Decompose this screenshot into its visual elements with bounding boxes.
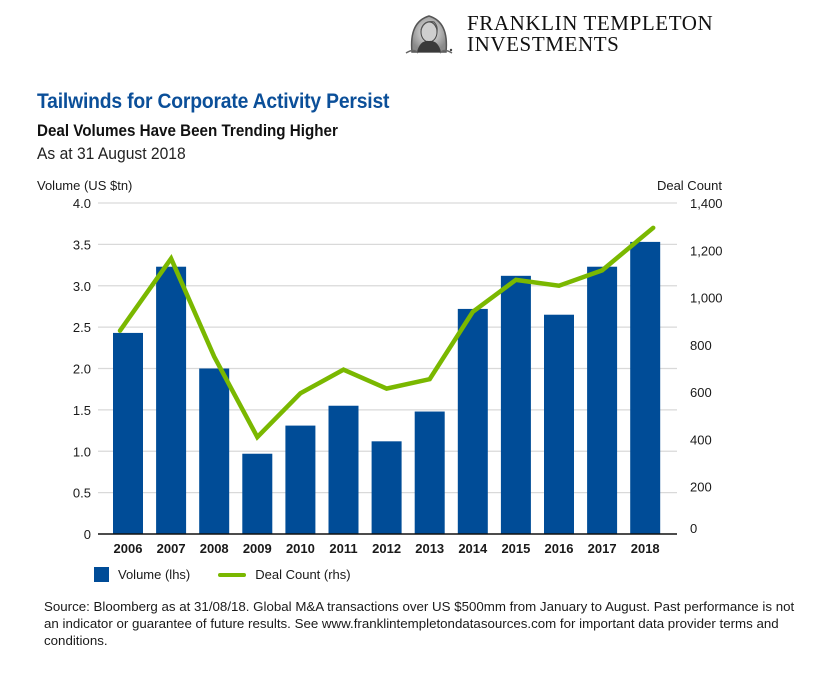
x-tick: 2017 xyxy=(588,541,617,556)
bar-2013 xyxy=(414,411,445,534)
y-tick-right: 800 xyxy=(690,338,712,353)
x-tick: 2012 xyxy=(372,541,401,556)
chart-subtitle: Deal Volumes Have Been Trending Higher xyxy=(37,122,338,140)
legend-line-swatch-icon xyxy=(218,572,247,577)
bar-series-volume xyxy=(113,241,661,534)
y-tick-right: 0 xyxy=(690,521,697,536)
legend: Volume (lhs) Deal Count (rhs) xyxy=(94,567,351,582)
brand-logo: FRANKLIN TEMPLETON INVESTMENTS xyxy=(404,12,713,56)
y-tick-right: 1,200 xyxy=(690,243,723,258)
x-tick: 2018 xyxy=(631,541,660,556)
bar-2010 xyxy=(285,425,316,534)
bar-2008 xyxy=(199,368,230,534)
bar-2007 xyxy=(156,266,187,534)
bar-2006 xyxy=(113,332,143,534)
y-tick-left: 0 xyxy=(84,527,91,542)
x-tick: 2009 xyxy=(243,541,272,556)
y-tick-right: 200 xyxy=(690,480,712,495)
legend-deal-count-label: Deal Count (rhs) xyxy=(255,567,351,582)
chart-title: Tailwinds for Corporate Activity Persist xyxy=(37,90,390,113)
x-tick: 2011 xyxy=(329,541,357,556)
bar-2018 xyxy=(630,241,661,534)
x-tick: 2016 xyxy=(545,541,574,556)
y-axis-right-ticks: 0 200 400 600 800 1,000 1,200 1,400 xyxy=(690,196,723,536)
bar-2012 xyxy=(371,441,402,534)
x-tick: 2013 xyxy=(415,541,444,556)
y-tick-left: 3.0 xyxy=(73,279,91,294)
y-tick-left: 2.0 xyxy=(73,362,91,377)
line-series-deal-count xyxy=(117,225,656,441)
x-tick: 2006 xyxy=(114,541,143,556)
x-tick: 2008 xyxy=(200,541,229,556)
y-axis-title-right: Deal Count xyxy=(657,178,722,193)
x-axis-ticks: 2006 2007 2008 2009 2010 2011 2012 2013 2014 2015… xyxy=(114,541,660,556)
y-tick-right: 1,400 xyxy=(690,196,723,211)
y-axis-title-left: Volume (US $tn) xyxy=(37,178,132,193)
y-tick-left: 0.5 xyxy=(73,486,91,501)
bar-2014 xyxy=(457,308,488,534)
brand-name-line2: INVESTMENTS xyxy=(467,32,620,56)
y-tick-left: 1.0 xyxy=(73,444,91,459)
x-tick: 2010 xyxy=(286,541,315,556)
y-tick-left: 1.5 xyxy=(73,403,91,418)
y-tick-right: 600 xyxy=(690,385,712,400)
bar-2016 xyxy=(544,314,574,534)
y-tick-right: 1,000 xyxy=(690,291,723,306)
x-tick: 2007 xyxy=(157,541,186,556)
y-tick-left: 3.5 xyxy=(73,237,91,252)
bar-2017 xyxy=(587,266,618,534)
legend-bar-swatch-icon xyxy=(94,567,109,582)
bar-2011 xyxy=(328,405,359,534)
y-tick-left: 2.5 xyxy=(73,320,91,335)
y-tick-right: 400 xyxy=(690,432,712,447)
x-tick: 2015 xyxy=(501,541,530,556)
legend-volume-label: Volume (lhs) xyxy=(118,567,191,582)
bar-2009 xyxy=(242,453,273,534)
franklin-medallion-icon xyxy=(405,15,453,54)
bar-2015 xyxy=(500,275,531,534)
brand-name-line1: FRANKLIN TEMPLETON xyxy=(467,11,714,35)
y-axis-left-ticks: 0 0.5 1.0 1.5 2.0 2.5 3.0 3.5 4.0 xyxy=(73,196,91,542)
as-at-date: As at 31 August 2018 xyxy=(37,144,186,163)
x-tick: 2014 xyxy=(458,541,488,556)
y-tick-left: 4.0 xyxy=(73,196,91,211)
source-note: Source: Bloomberg as at 31/08/18. Global… xyxy=(44,599,795,648)
